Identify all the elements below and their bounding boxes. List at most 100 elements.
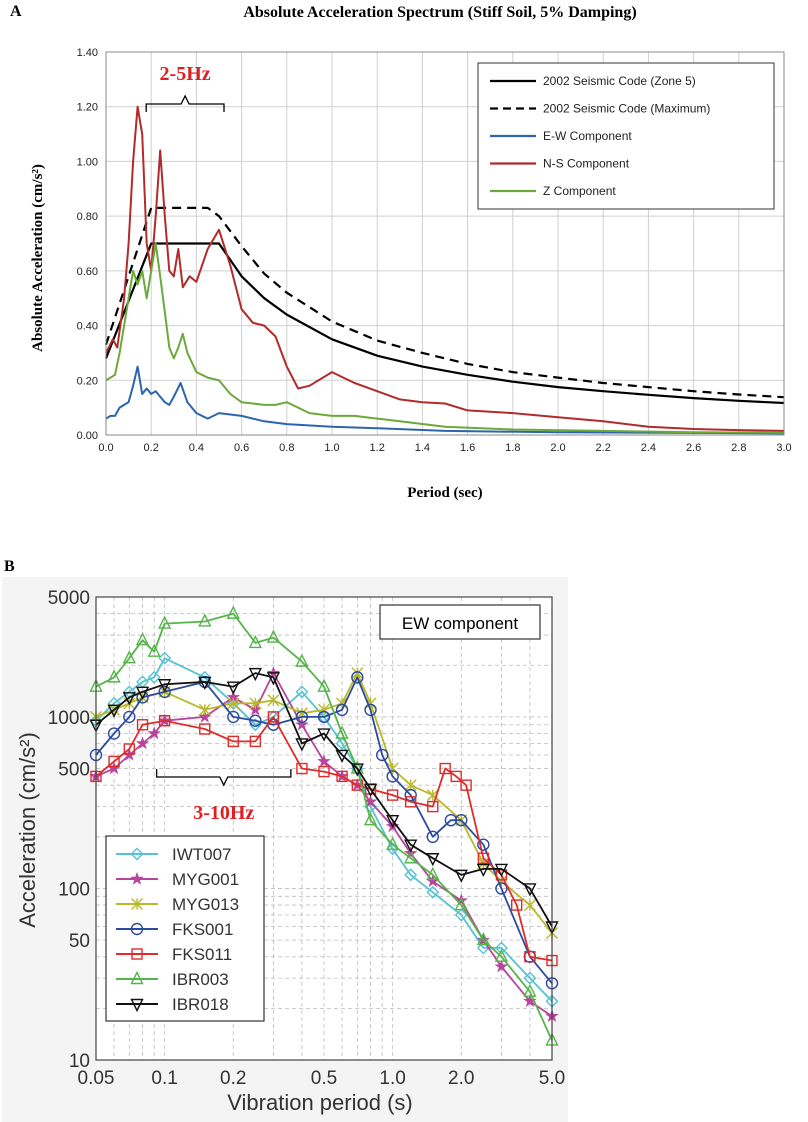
- series-a: [104, 105, 785, 435]
- y-tick-label: 100: [58, 879, 90, 900]
- legend-label-e-w-component: E-W Component: [543, 129, 632, 143]
- data-point-ibr018: [494, 863, 509, 877]
- legend-label-z-component: Z Component: [543, 184, 616, 198]
- data-point-fks001: [317, 710, 331, 724]
- component-box: EW component: [379, 604, 541, 640]
- x-tick-label: 2.0: [448, 1068, 474, 1089]
- data-point-myg013: [227, 697, 240, 710]
- y-tick-label: 0.80: [77, 211, 98, 223]
- x-axis-label-b: Vibration period (s): [227, 1090, 412, 1115]
- x-tick-label: 0.5: [311, 1068, 337, 1089]
- data-point-fks011: [158, 715, 171, 727]
- series-line-ibr018: [95, 672, 553, 927]
- data-point-ibr003: [494, 948, 509, 962]
- legend-marker-iwt007: [130, 847, 144, 861]
- data-point-ibr018: [135, 686, 150, 700]
- data-point-fks001: [364, 703, 377, 717]
- data-point-ibr003: [454, 897, 468, 911]
- y-tick-label: 5000: [48, 588, 90, 609]
- legend-marker-myg001: [130, 871, 144, 885]
- data-point-ibr003: [317, 678, 331, 692]
- data-point-iwt007: [454, 908, 468, 922]
- data-point-myg001: [135, 736, 150, 750]
- data-point-ibr018: [158, 679, 172, 693]
- x-tick-label: 2.2: [596, 442, 611, 454]
- y-tick-label: 1.40: [77, 47, 98, 59]
- legend-label-2002-seismic-code-zone-5: 2002 Seismic Code (Zone 5): [543, 74, 696, 88]
- annotation-label: 3-10Hz: [193, 802, 254, 824]
- data-point-iwt007: [295, 685, 309, 699]
- series-b: [89, 605, 559, 1046]
- legend-marker-fks011: [131, 948, 143, 960]
- legend-marker-myg013: [131, 898, 143, 910]
- y-tick-label: 50: [69, 931, 90, 952]
- data-point-fks001: [158, 685, 171, 699]
- data-point-myg001: [494, 959, 509, 973]
- data-point-ibr003: [122, 650, 136, 664]
- component-label: EW component: [402, 614, 518, 633]
- x-tick-label: 0.05: [78, 1068, 115, 1089]
- data-point-fks001: [123, 710, 136, 724]
- annotation-bracket: [155, 769, 292, 787]
- y-tick-label: 0.00: [77, 430, 98, 442]
- data-point-myg001: [147, 726, 162, 740]
- panel-label-b: B: [4, 558, 15, 575]
- data-point-ibr018: [107, 704, 121, 718]
- x-tick-label: 0.6: [234, 442, 249, 454]
- data-point-fks011: [386, 789, 399, 801]
- data-point-iwt007: [248, 718, 262, 732]
- data-point-ibr003: [266, 629, 281, 643]
- series-ibr003: [89, 605, 559, 1046]
- data-point-fks011: [336, 770, 348, 783]
- series-line-n-s-component: [105, 105, 785, 432]
- data-point-ibr003: [386, 836, 400, 850]
- data-point-iwt007: [494, 941, 508, 955]
- y-tick-label: 1.00: [77, 156, 98, 168]
- data-point-fks011: [524, 951, 536, 963]
- data-point-myg013: [336, 697, 349, 710]
- data-point-fks001: [249, 714, 262, 727]
- x-tick-label: 1.0: [379, 1068, 405, 1089]
- data-point-ibr018: [476, 863, 490, 877]
- legend-marker-ibr018: [130, 998, 144, 1013]
- data-point-ibr003: [107, 669, 121, 683]
- data-point-ibr018: [266, 672, 281, 686]
- data-point-fks001: [426, 830, 439, 844]
- data-point-fks011: [404, 796, 417, 808]
- y-tick-label: 0.60: [77, 266, 98, 278]
- data-point-ibr003: [404, 850, 418, 864]
- data-point-fks011: [296, 762, 308, 775]
- x-tick-label: 2.6: [686, 442, 701, 454]
- y-tick-label: 500: [58, 760, 90, 781]
- x-tick-label: 5.0: [539, 1068, 565, 1089]
- y-tick-label: 0.20: [77, 375, 98, 387]
- legend-label-fks011: FKS011: [172, 945, 232, 964]
- legend-label-fks001: FKS001: [172, 920, 233, 939]
- data-point-fks011: [227, 735, 239, 748]
- x-tick-label: 0.8: [279, 442, 294, 454]
- legend-marker-ibr003: [130, 970, 144, 985]
- legend-label-n-s-component: N-S Component: [543, 157, 630, 171]
- legend-b: IWT007 MYG001 MYG013 FKS001 FKS011 IBR003 IBR0…: [105, 835, 265, 1022]
- y-tick-label: 10: [69, 1051, 90, 1072]
- data-point-ibr003: [335, 725, 349, 739]
- chart-panel-a: A Absolute Acceleration Spectrum (Stiff …: [10, 3, 792, 501]
- data-point-fks001: [386, 770, 399, 783]
- data-point-iwt007: [147, 670, 161, 684]
- x-tick-label: 1.0: [324, 442, 339, 454]
- data-point-ibr018: [226, 681, 240, 695]
- series-line-2002-seismic-code-zone-5: [104, 242, 785, 405]
- x-tick-label: 1.6: [460, 442, 475, 454]
- x-tick-label: 3.0: [776, 442, 791, 454]
- data-point-fks011: [267, 711, 280, 723]
- data-point-myg001: [294, 717, 309, 731]
- data-point-ibr003: [248, 634, 262, 649]
- series-line-z-component: [105, 242, 785, 434]
- data-point-ibr018: [248, 667, 262, 682]
- data-point-ibr018: [363, 783, 378, 798]
- data-point-fks011: [450, 770, 462, 783]
- legend-label-ibr018: IBR018: [172, 995, 229, 1014]
- data-point-iwt007: [523, 971, 537, 985]
- legend-label-ibr003: IBR003: [172, 970, 229, 989]
- data-point-ibr018: [198, 676, 212, 690]
